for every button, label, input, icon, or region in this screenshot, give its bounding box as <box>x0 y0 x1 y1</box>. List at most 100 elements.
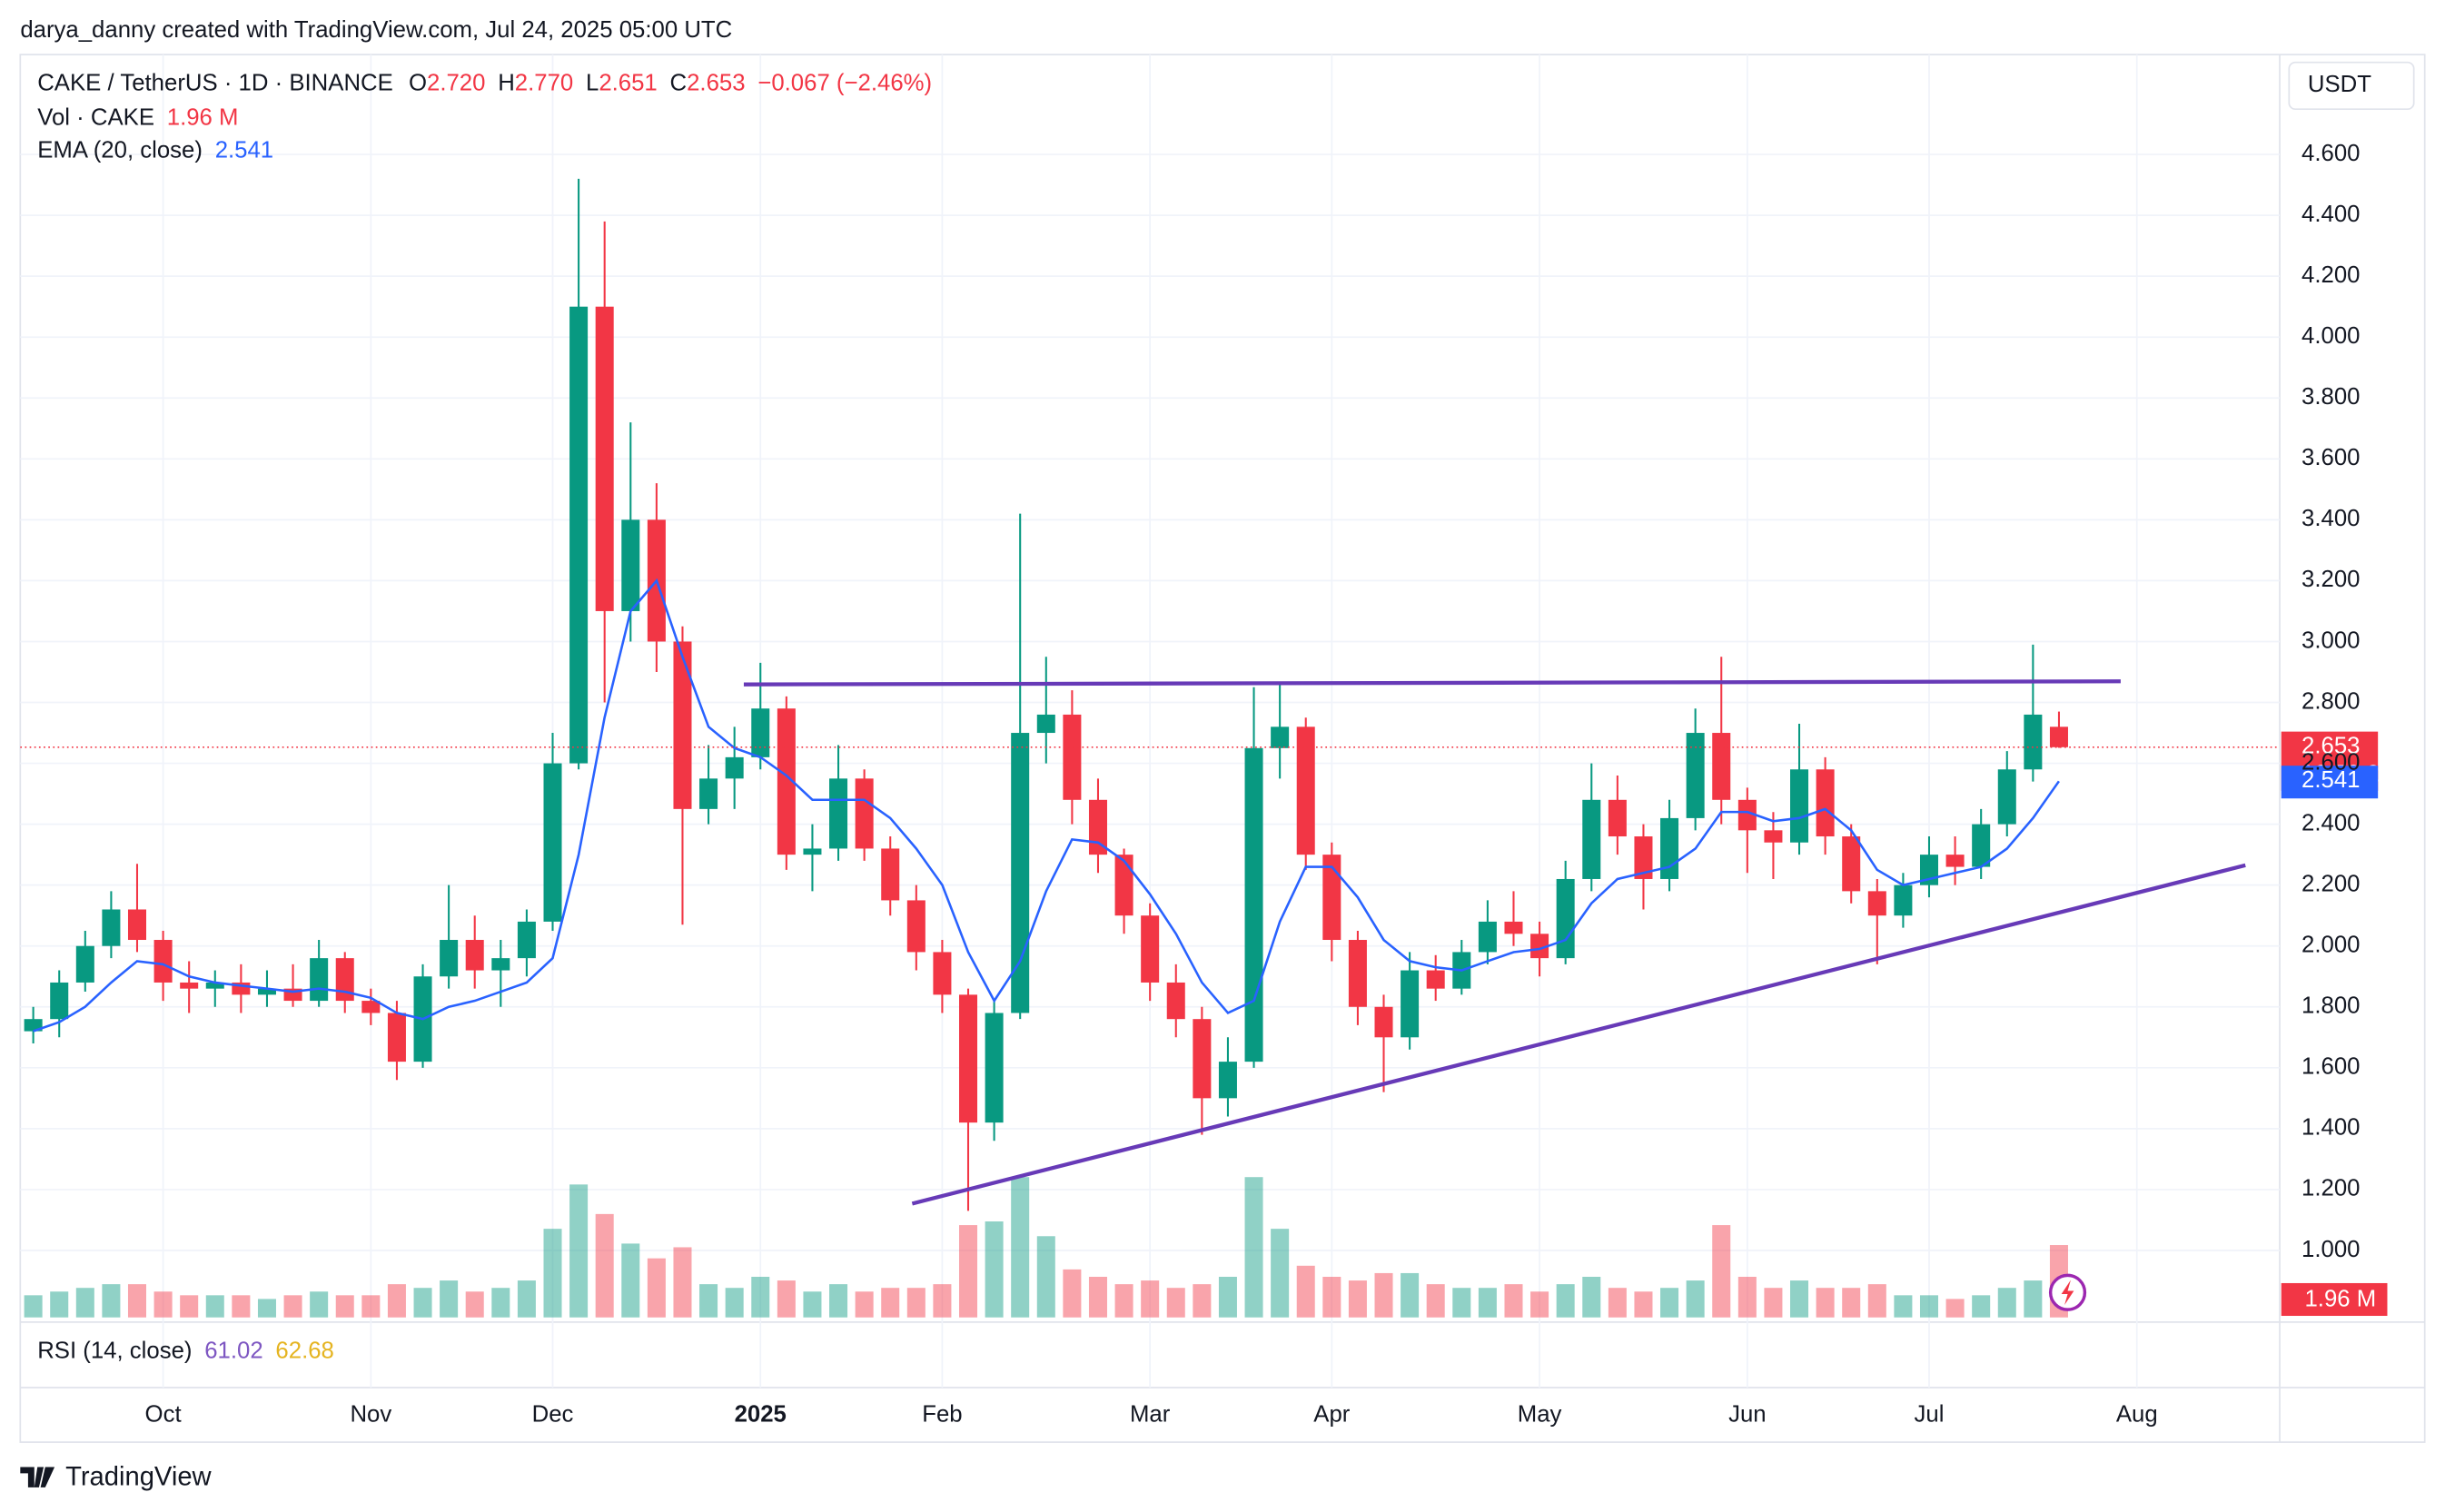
ohlc-letter: O <box>409 71 427 96</box>
volume-bar <box>1478 1288 1497 1318</box>
volume-bar <box>1582 1277 1601 1318</box>
volume-bar <box>310 1291 329 1318</box>
volume-bar <box>517 1280 536 1318</box>
y-tick-label: 4.000 <box>2301 323 2360 349</box>
volume-bar <box>1452 1288 1471 1318</box>
legend-main: CAKE / TetherUS · 1D · BINANCE O2.720 H2.7… <box>37 71 932 96</box>
currency-box[interactable] <box>2288 61 2415 111</box>
candle-body <box>1296 726 1315 855</box>
volume-bar <box>1271 1229 1290 1318</box>
ohlc-letter: H <box>498 71 515 96</box>
volume-bar <box>2024 1280 2043 1318</box>
candle-body <box>1972 824 1991 867</box>
candle-body <box>102 909 121 946</box>
volume-bar <box>1790 1280 1809 1318</box>
candle-body <box>75 945 94 983</box>
candle-body <box>310 958 329 1002</box>
legend-ema: EMA (20, close) 2.541 <box>37 137 273 163</box>
volume-bar <box>1036 1236 1055 1318</box>
candle-body <box>491 958 510 971</box>
candle-body <box>1166 982 1185 1020</box>
volume-bar <box>881 1288 900 1318</box>
volume-bar <box>1737 1277 1757 1318</box>
candle-body <box>1816 769 1835 837</box>
candle-body <box>1790 769 1809 843</box>
ema-value: 2.541 <box>215 137 273 163</box>
ohlc-low: 2.651 <box>599 71 657 96</box>
candle-body <box>1764 830 1783 843</box>
candle-body <box>24 1019 43 1032</box>
volume-bar <box>958 1225 978 1318</box>
x-tick-label: May <box>1518 1402 1562 1428</box>
volume-bar <box>1634 1291 1653 1318</box>
candle-body <box>1894 884 1913 916</box>
volume-bar <box>933 1284 952 1318</box>
candle-body <box>127 909 147 941</box>
y-tick-label: 4.200 <box>2301 262 2360 288</box>
y-tick-label: 2.000 <box>2301 933 2360 958</box>
candle-body <box>1737 799 1757 831</box>
candle-body <box>673 641 692 809</box>
volume-bar <box>180 1295 199 1318</box>
volume-bar <box>205 1295 224 1318</box>
volume-bar <box>855 1291 874 1318</box>
ema-line <box>33 578 2060 1033</box>
candle-body <box>621 519 640 611</box>
rsi-legend: RSI (14, close) 61.02 62.68 <box>37 1338 334 1363</box>
volume-bar <box>1608 1288 1627 1318</box>
candle-body <box>1193 1019 1212 1099</box>
volume-bar <box>751 1277 770 1318</box>
volume-pane <box>24 1177 2068 1318</box>
volume-bar <box>1401 1272 1420 1318</box>
volume-bar <box>102 1284 121 1318</box>
volume-bar <box>1972 1295 1991 1318</box>
y-tick-label: 2.400 <box>2301 810 2360 835</box>
volume-bar <box>465 1291 484 1318</box>
candle-body <box>1686 733 1705 818</box>
candle-body <box>1867 891 1886 916</box>
rsi-name: RSI (14, close) <box>37 1338 192 1363</box>
candle-body <box>1660 817 1679 879</box>
volume-bar <box>595 1213 614 1318</box>
candle-body <box>387 1013 406 1062</box>
x-tick-label: Apr <box>1313 1402 1350 1428</box>
symbol: CAKE / TetherUS · 1D · BINANCE <box>37 71 393 96</box>
y-tick-label: 3.000 <box>2301 628 2360 653</box>
grid <box>20 54 2281 1388</box>
y-tick-label: 1.200 <box>2301 1176 2360 1201</box>
volume-bar <box>673 1247 692 1318</box>
currency[interactable]: USDT <box>2308 72 2371 97</box>
candles <box>24 178 2068 1211</box>
volume-badge-text: 1.96 M <box>2304 1287 2376 1312</box>
volume-bar <box>24 1295 43 1318</box>
x-tick-label: Aug <box>2116 1402 2158 1428</box>
volume-bar <box>1919 1295 1939 1318</box>
volume-bar <box>1816 1288 1835 1318</box>
alert-bolt <box>2061 1280 2074 1305</box>
volume-bar <box>1997 1288 2016 1318</box>
candle-body <box>1348 940 1367 1007</box>
candle-body <box>50 982 69 1020</box>
price-badge-text: 2.653 <box>2301 734 2360 759</box>
x-tick-label: 2025 <box>735 1402 787 1428</box>
volume-bar <box>543 1229 562 1318</box>
x-tick-label: Mar <box>1130 1402 1171 1428</box>
frame <box>19 54 2426 1443</box>
candle-body <box>803 848 822 855</box>
candle-body <box>257 988 276 995</box>
y-tick-label: 4.600 <box>2301 141 2360 166</box>
volume-bar <box>127 1284 147 1318</box>
candle-body <box>906 900 926 953</box>
volume-bar <box>906 1288 926 1318</box>
volume-bar <box>1374 1272 1393 1318</box>
volume-value: 1.96 M <box>167 104 239 130</box>
rsi-value: 62.68 <box>275 1338 333 1363</box>
volume-bar <box>257 1299 276 1318</box>
candle-body <box>361 1001 381 1013</box>
candle-body <box>1426 970 1445 989</box>
volume-bar <box>1114 1284 1133 1318</box>
candle-body <box>569 306 589 764</box>
candle-body <box>881 848 900 901</box>
candle-body <box>1608 799 1627 837</box>
